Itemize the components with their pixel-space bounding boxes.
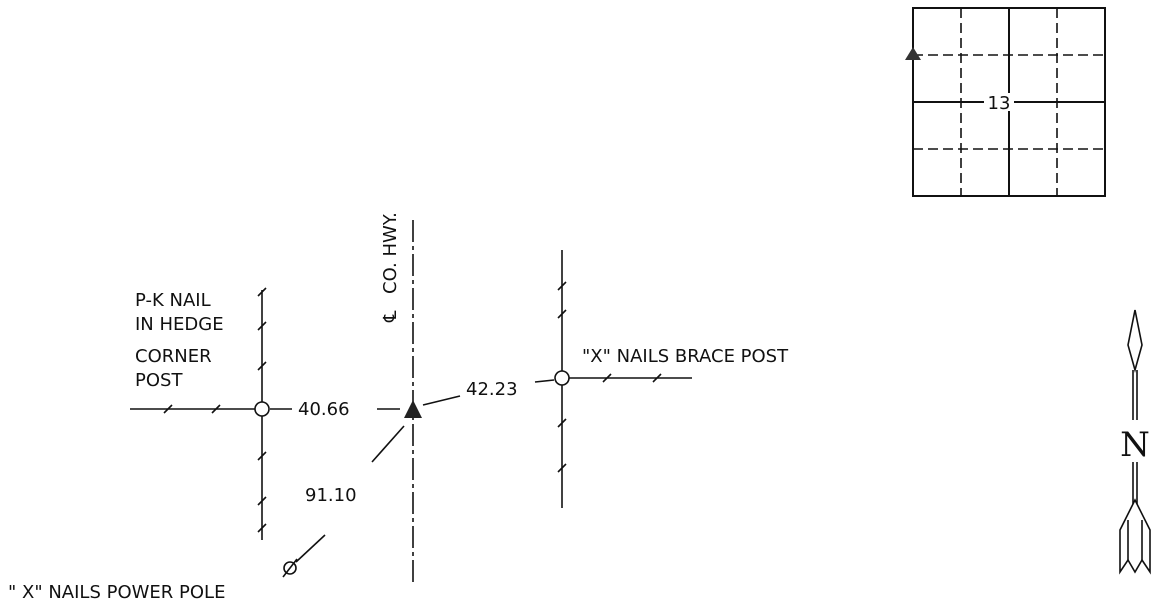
distance-brace-post: 42.23 [466, 379, 518, 400]
fence-tick [257, 321, 267, 331]
hedge-fence [130, 287, 270, 540]
pk-nail-point [254, 401, 270, 417]
pk-nail-label-3: CORNER [135, 346, 212, 367]
north-letter: N [1120, 425, 1150, 465]
fence-tick [257, 523, 267, 533]
section-number: 13 [988, 93, 1011, 114]
fence-tick [163, 404, 173, 414]
fence-tick [257, 361, 267, 371]
power-pole-symbol [282, 558, 298, 578]
fence-tick [211, 404, 221, 414]
power-pole-slash [282, 558, 298, 578]
tie-line-brace-post-b [534, 379, 555, 383]
section-number-mask [985, 93, 1013, 111]
distance-pk-nail: 40.66 [298, 399, 350, 420]
fence-tick [257, 287, 267, 297]
tie-line-power-pole-b [295, 534, 326, 563]
fence-tick [557, 418, 567, 428]
power-pole-label: " X" NAILS POWER POLE [8, 582, 225, 603]
fence-tick [257, 496, 267, 506]
pk-nail-label-1: P-K NAIL [135, 290, 211, 311]
pk-nail-label-2: IN HEDGE [135, 314, 224, 335]
section-location-triangle [905, 47, 921, 60]
section-corner-marker [404, 400, 422, 418]
centerline-symbol: ℄ [380, 310, 401, 323]
distance-power-pole: 91.10 [305, 485, 357, 506]
brace-fence [554, 250, 692, 508]
fence-tick [652, 373, 662, 383]
fence-tick [557, 463, 567, 473]
north-arrow-icon: N [1119, 309, 1151, 575]
fence-tick [557, 281, 567, 291]
pk-nail-label-4: POST [135, 370, 183, 391]
fence-tick [602, 373, 612, 383]
fence-tick [557, 309, 567, 319]
brace-post-label: "X" NAILS BRACE POST [582, 346, 789, 367]
brace-post-point [554, 370, 570, 386]
north-arrow-head [1127, 309, 1143, 373]
tie-line-power-pole-a [371, 425, 405, 463]
highway-label: CO. HWY. [380, 212, 401, 294]
north-arrow-fletching [1119, 498, 1151, 575]
highway-label-group: ℄ CO. HWY. [380, 212, 401, 323]
tie-line-brace-post-a [422, 395, 461, 406]
fence-tick [257, 451, 267, 461]
section-map: 13 [905, 7, 1106, 197]
